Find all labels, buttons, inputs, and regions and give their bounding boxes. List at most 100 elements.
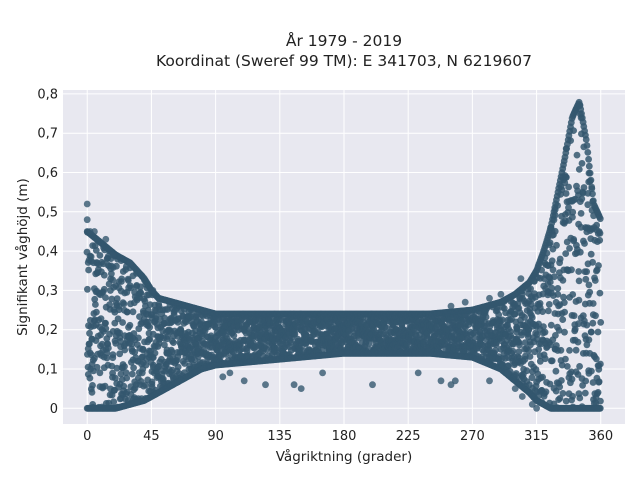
data-point [579, 312, 587, 320]
data-point [96, 369, 104, 377]
data-point [593, 221, 600, 229]
data-point [505, 362, 512, 370]
data-point [110, 398, 118, 406]
data-point [471, 334, 478, 342]
data-point [596, 404, 604, 412]
data-point [541, 355, 549, 363]
data-point [572, 346, 580, 354]
outlier-point [290, 381, 298, 389]
data-point [521, 313, 528, 321]
data-point [550, 273, 558, 281]
data-point [575, 296, 583, 304]
data-point [585, 336, 593, 344]
outlier-point [414, 369, 422, 377]
data-point [130, 364, 138, 372]
data-point [581, 240, 588, 247]
data-point [137, 289, 145, 297]
data-point [548, 284, 556, 292]
data-point [546, 380, 554, 388]
outlier-point [219, 373, 227, 381]
data-point [569, 208, 577, 216]
data-point [102, 325, 110, 333]
data-point [539, 373, 546, 381]
data-point [108, 270, 115, 278]
data-point [85, 266, 92, 274]
data-point [559, 277, 567, 284]
data-point [84, 285, 91, 293]
data-point [86, 329, 93, 337]
data-point [583, 321, 591, 329]
data-point [523, 367, 531, 375]
data-point [113, 364, 121, 372]
data-point [492, 346, 499, 354]
data-point [562, 355, 569, 363]
data-point [499, 316, 506, 324]
data-point [546, 239, 554, 247]
data-point [88, 389, 96, 396]
data-point [549, 266, 557, 274]
data-point [526, 353, 534, 360]
data-point [114, 315, 122, 323]
y-tick-label: 0,5 [37, 205, 58, 220]
data-point [122, 369, 130, 377]
data-point [596, 289, 604, 297]
x-tick-label: 225 [396, 429, 421, 444]
data-point [594, 389, 602, 396]
data-point [109, 276, 116, 284]
data-point [181, 360, 189, 367]
data-point [575, 320, 582, 328]
data-point [575, 166, 583, 173]
data-point [146, 323, 154, 331]
data-point [528, 314, 536, 321]
data-point [584, 201, 592, 209]
x-tick-label: 90 [207, 429, 224, 444]
data-point [595, 378, 603, 386]
data-point [563, 363, 571, 370]
data-point [102, 319, 109, 327]
data-point [552, 332, 559, 339]
data-point [569, 392, 576, 400]
data-point [120, 300, 128, 308]
outlier-point [447, 381, 455, 389]
data-point [565, 204, 572, 212]
data-point [96, 252, 104, 259]
data-point [574, 338, 582, 346]
data-point [569, 213, 576, 221]
data-point [106, 301, 113, 308]
data-point [561, 179, 569, 187]
data-point [108, 295, 116, 303]
data-point [121, 346, 129, 354]
data-point [113, 262, 120, 270]
data-point [551, 211, 559, 219]
data-point [552, 367, 560, 375]
data-point [578, 160, 586, 167]
data-point [545, 301, 553, 308]
data-point [545, 307, 552, 315]
data-point [559, 316, 567, 323]
data-point [101, 382, 109, 390]
data-point [575, 277, 583, 285]
x-tick-label: 315 [524, 429, 549, 444]
y-tick-label: 0 [50, 402, 58, 417]
data-point [98, 340, 106, 348]
data-point [570, 127, 577, 134]
data-point [543, 249, 551, 257]
outlier-point [437, 377, 445, 385]
data-point [103, 354, 111, 362]
data-point [556, 395, 564, 402]
data-point [576, 394, 584, 402]
data-point [142, 361, 150, 369]
data-point [130, 330, 138, 337]
outlier-point [369, 381, 376, 389]
outlier-point [461, 298, 469, 306]
data-point [100, 285, 108, 293]
outlier-point [109, 251, 117, 259]
data-point [507, 328, 514, 335]
chart-subtitle: Koordinat (Sweref 99 TM): E 341703, N 62… [156, 52, 532, 70]
data-point [597, 360, 604, 368]
y-tick-label: 0,6 [37, 166, 58, 181]
data-point [230, 332, 238, 339]
data-point [142, 381, 150, 389]
data-point [589, 379, 597, 386]
data-point [515, 348, 523, 355]
